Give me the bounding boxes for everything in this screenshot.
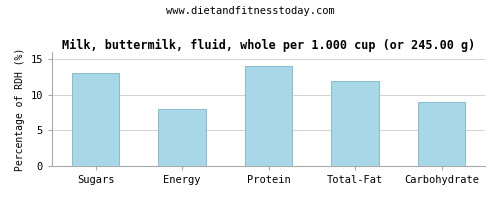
Bar	[332, 81, 379, 166]
Bar	[158, 109, 206, 166]
Title: Milk, buttermilk, fluid, whole per 1.000 cup (or 245.00 g): Milk, buttermilk, fluid, whole per 1.000…	[62, 39, 475, 52]
Bar	[418, 102, 466, 166]
Bar	[72, 73, 120, 166]
Text: www.dietandfitnesstoday.com: www.dietandfitnesstoday.com	[166, 6, 334, 16]
Bar	[245, 66, 292, 166]
Y-axis label: Percentage of RDH (%): Percentage of RDH (%)	[15, 47, 25, 171]
